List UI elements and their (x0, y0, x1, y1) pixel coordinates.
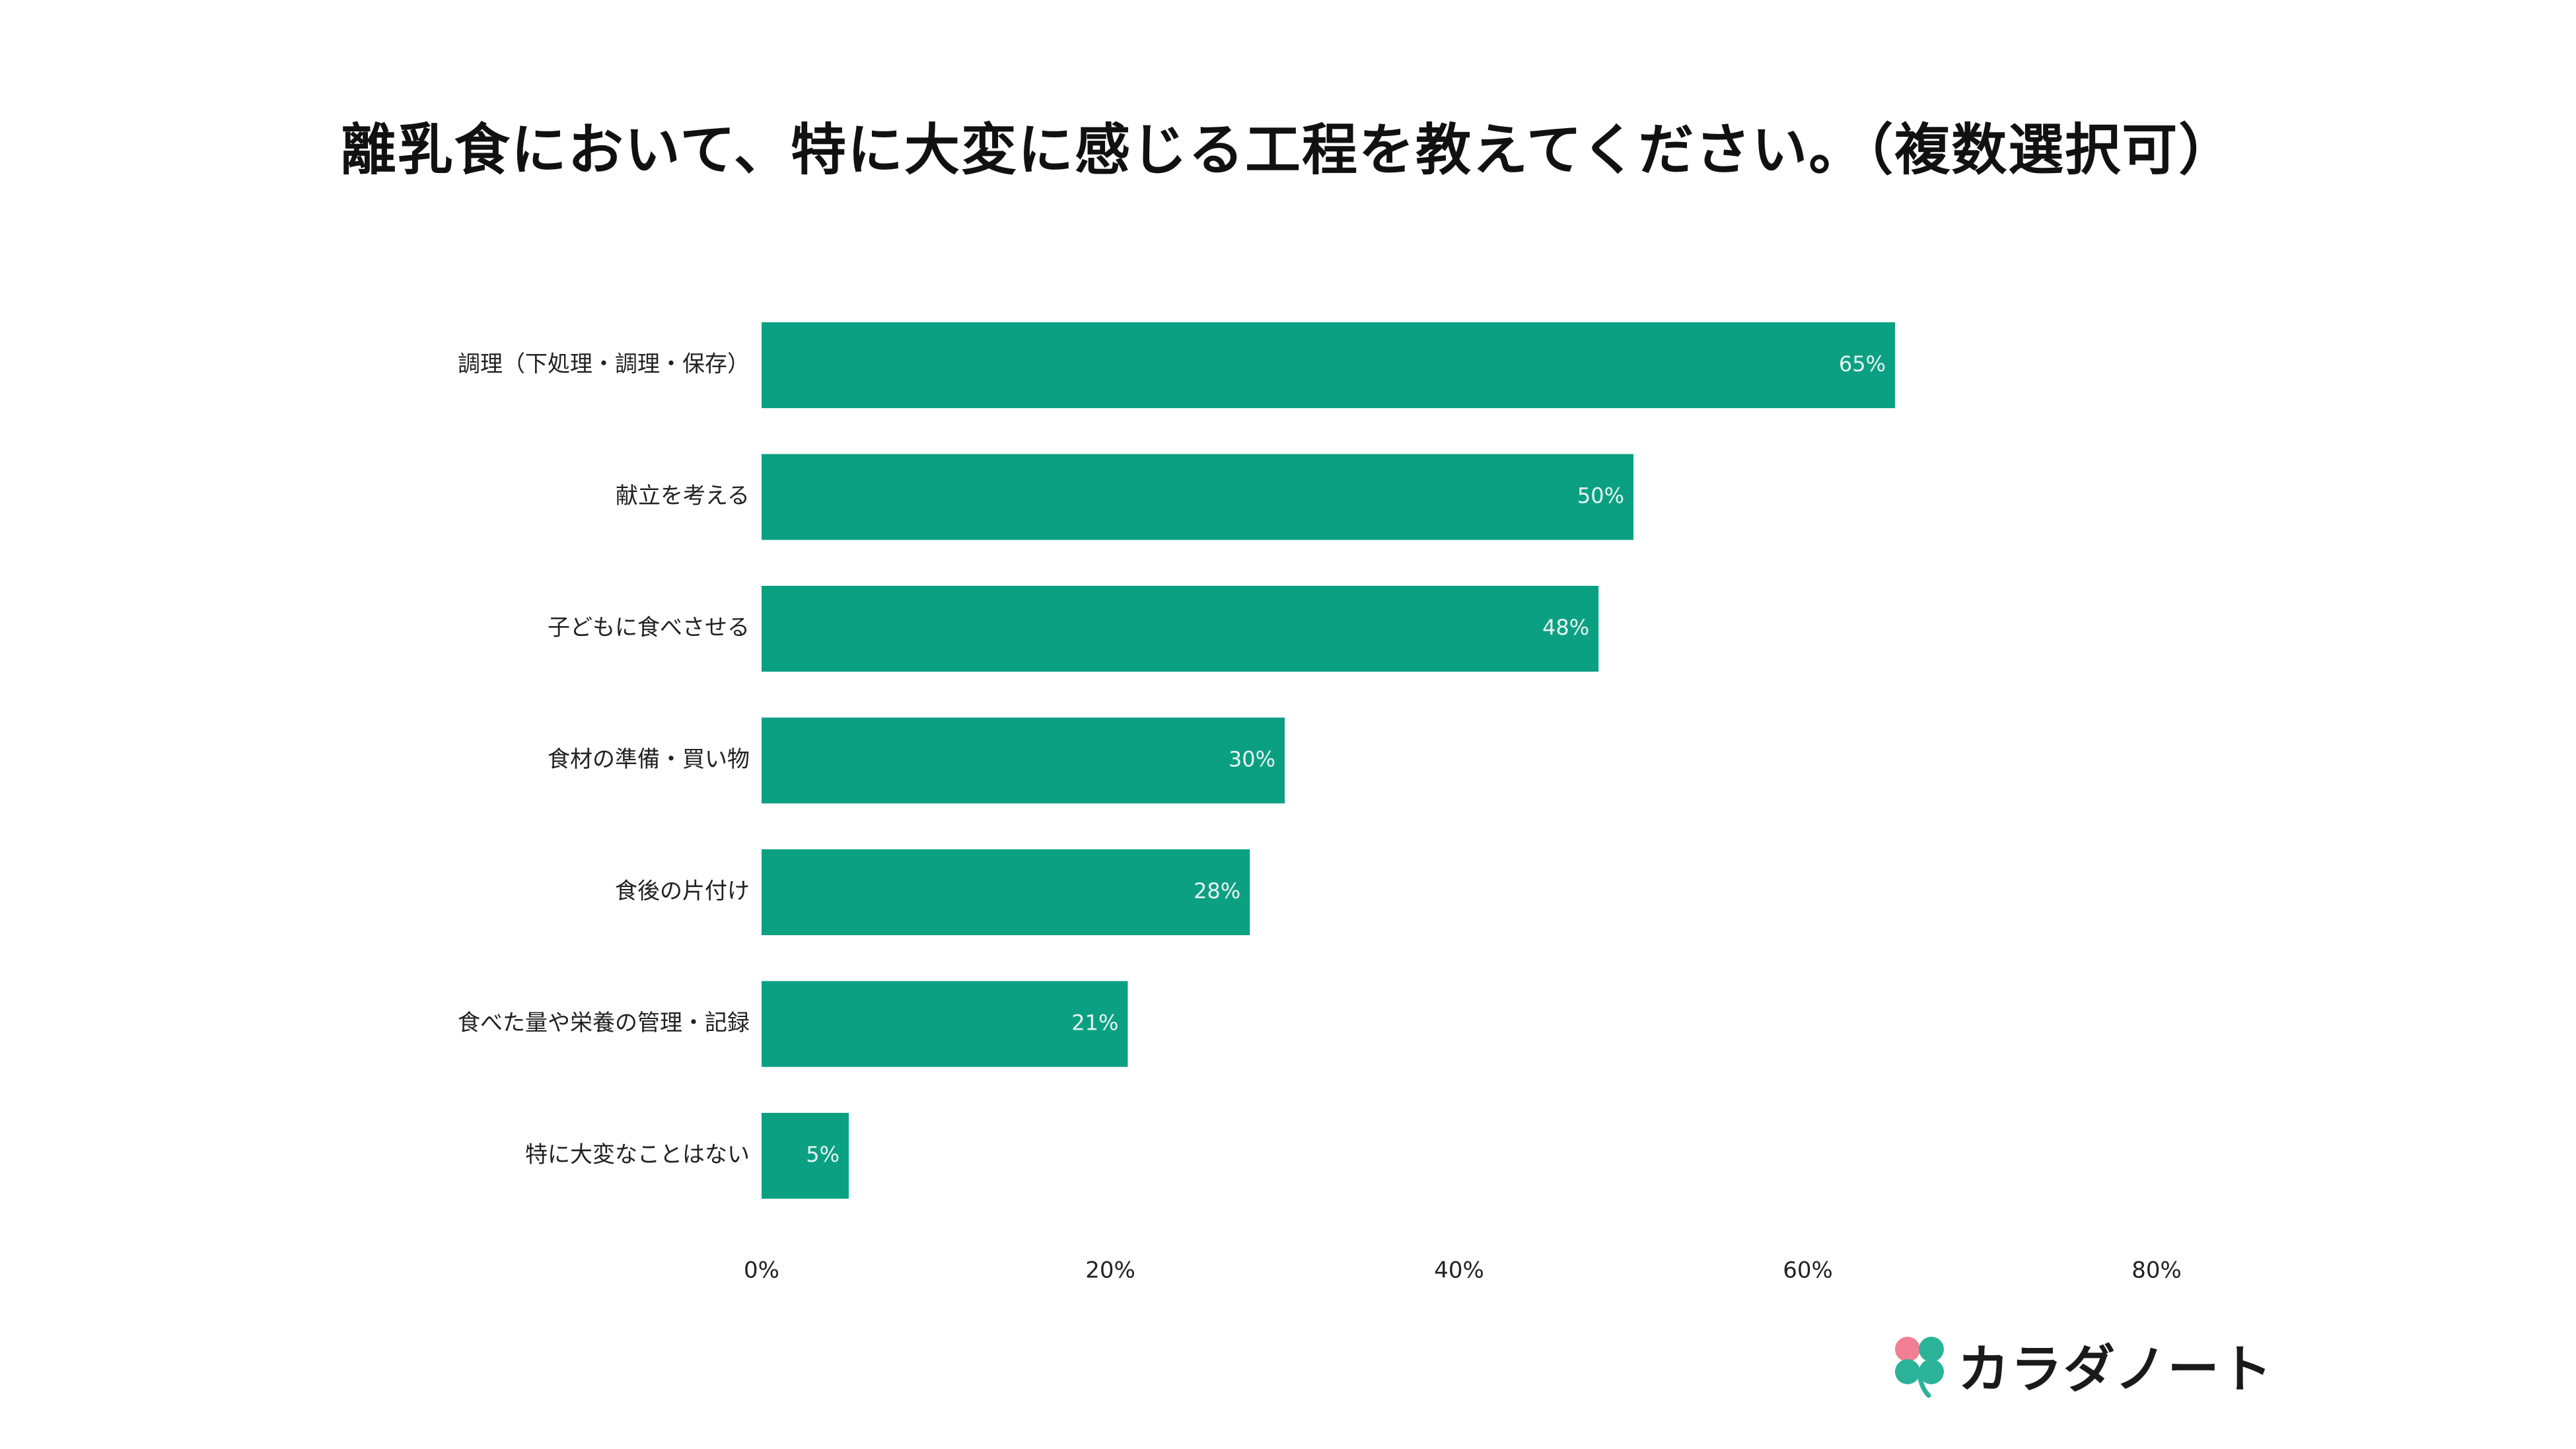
category-label-4: 食後の片付け (615, 878, 750, 905)
value-label-3: 30% (1229, 747, 1275, 772)
chart-title: 離乳食において、特に大変に感じる工程を教えてください。（複数選択可） (340, 118, 2236, 182)
value-label-2: 48% (1542, 615, 1589, 640)
value-label-6: 5% (806, 1142, 840, 1167)
category-label-0: 調理（下処理・調理・保存） (458, 351, 750, 378)
x-tick-label-1: 20% (1085, 1257, 1135, 1284)
x-tick-label-4: 80% (2131, 1257, 2182, 1284)
bars-group (762, 322, 1895, 1199)
category-labels: 調理（下処理・調理・保存） 献立を考える子どもに食べさせる食材の準備・買い物食後の… (458, 351, 750, 1168)
bar-4 (762, 849, 1250, 935)
category-label-3: 食材の準備・買い物 (548, 746, 750, 773)
x-tick-label-2: 40% (1434, 1257, 1484, 1284)
bar-2 (762, 586, 1599, 672)
x-tick-label-0: 0% (744, 1257, 779, 1284)
category-label-6: 特に大変なことはない (525, 1142, 750, 1168)
bar-1 (762, 454, 1633, 540)
value-label-1: 50% (1577, 483, 1624, 509)
clover-icon (1895, 1337, 1944, 1398)
x-tick-label-3: 60% (1783, 1257, 1833, 1284)
value-label-4: 28% (1194, 878, 1240, 903)
category-label-2: 子どもに食べさせる (548, 615, 750, 641)
category-label-1: 献立を考える (616, 483, 750, 509)
brand-logo: カラダノート (1890, 1329, 2273, 1401)
x-axis-ticks: 0% 20% 40% 60% 80% (744, 1257, 2182, 1284)
bar-3 (762, 717, 1285, 804)
category-label-5: 食べた量や栄養の管理・記録 (458, 1010, 750, 1036)
value-labels: 65% 50% 48% 30% 28% 21% 5% (806, 351, 1886, 1167)
value-label-0: 65% (1839, 351, 1886, 376)
bar-6 (762, 1113, 849, 1199)
value-label-5: 21% (1071, 1010, 1118, 1036)
bar-5 (762, 981, 1128, 1067)
bar-0 (762, 322, 1895, 408)
logo-text: カラダノート (1958, 1340, 2273, 1399)
